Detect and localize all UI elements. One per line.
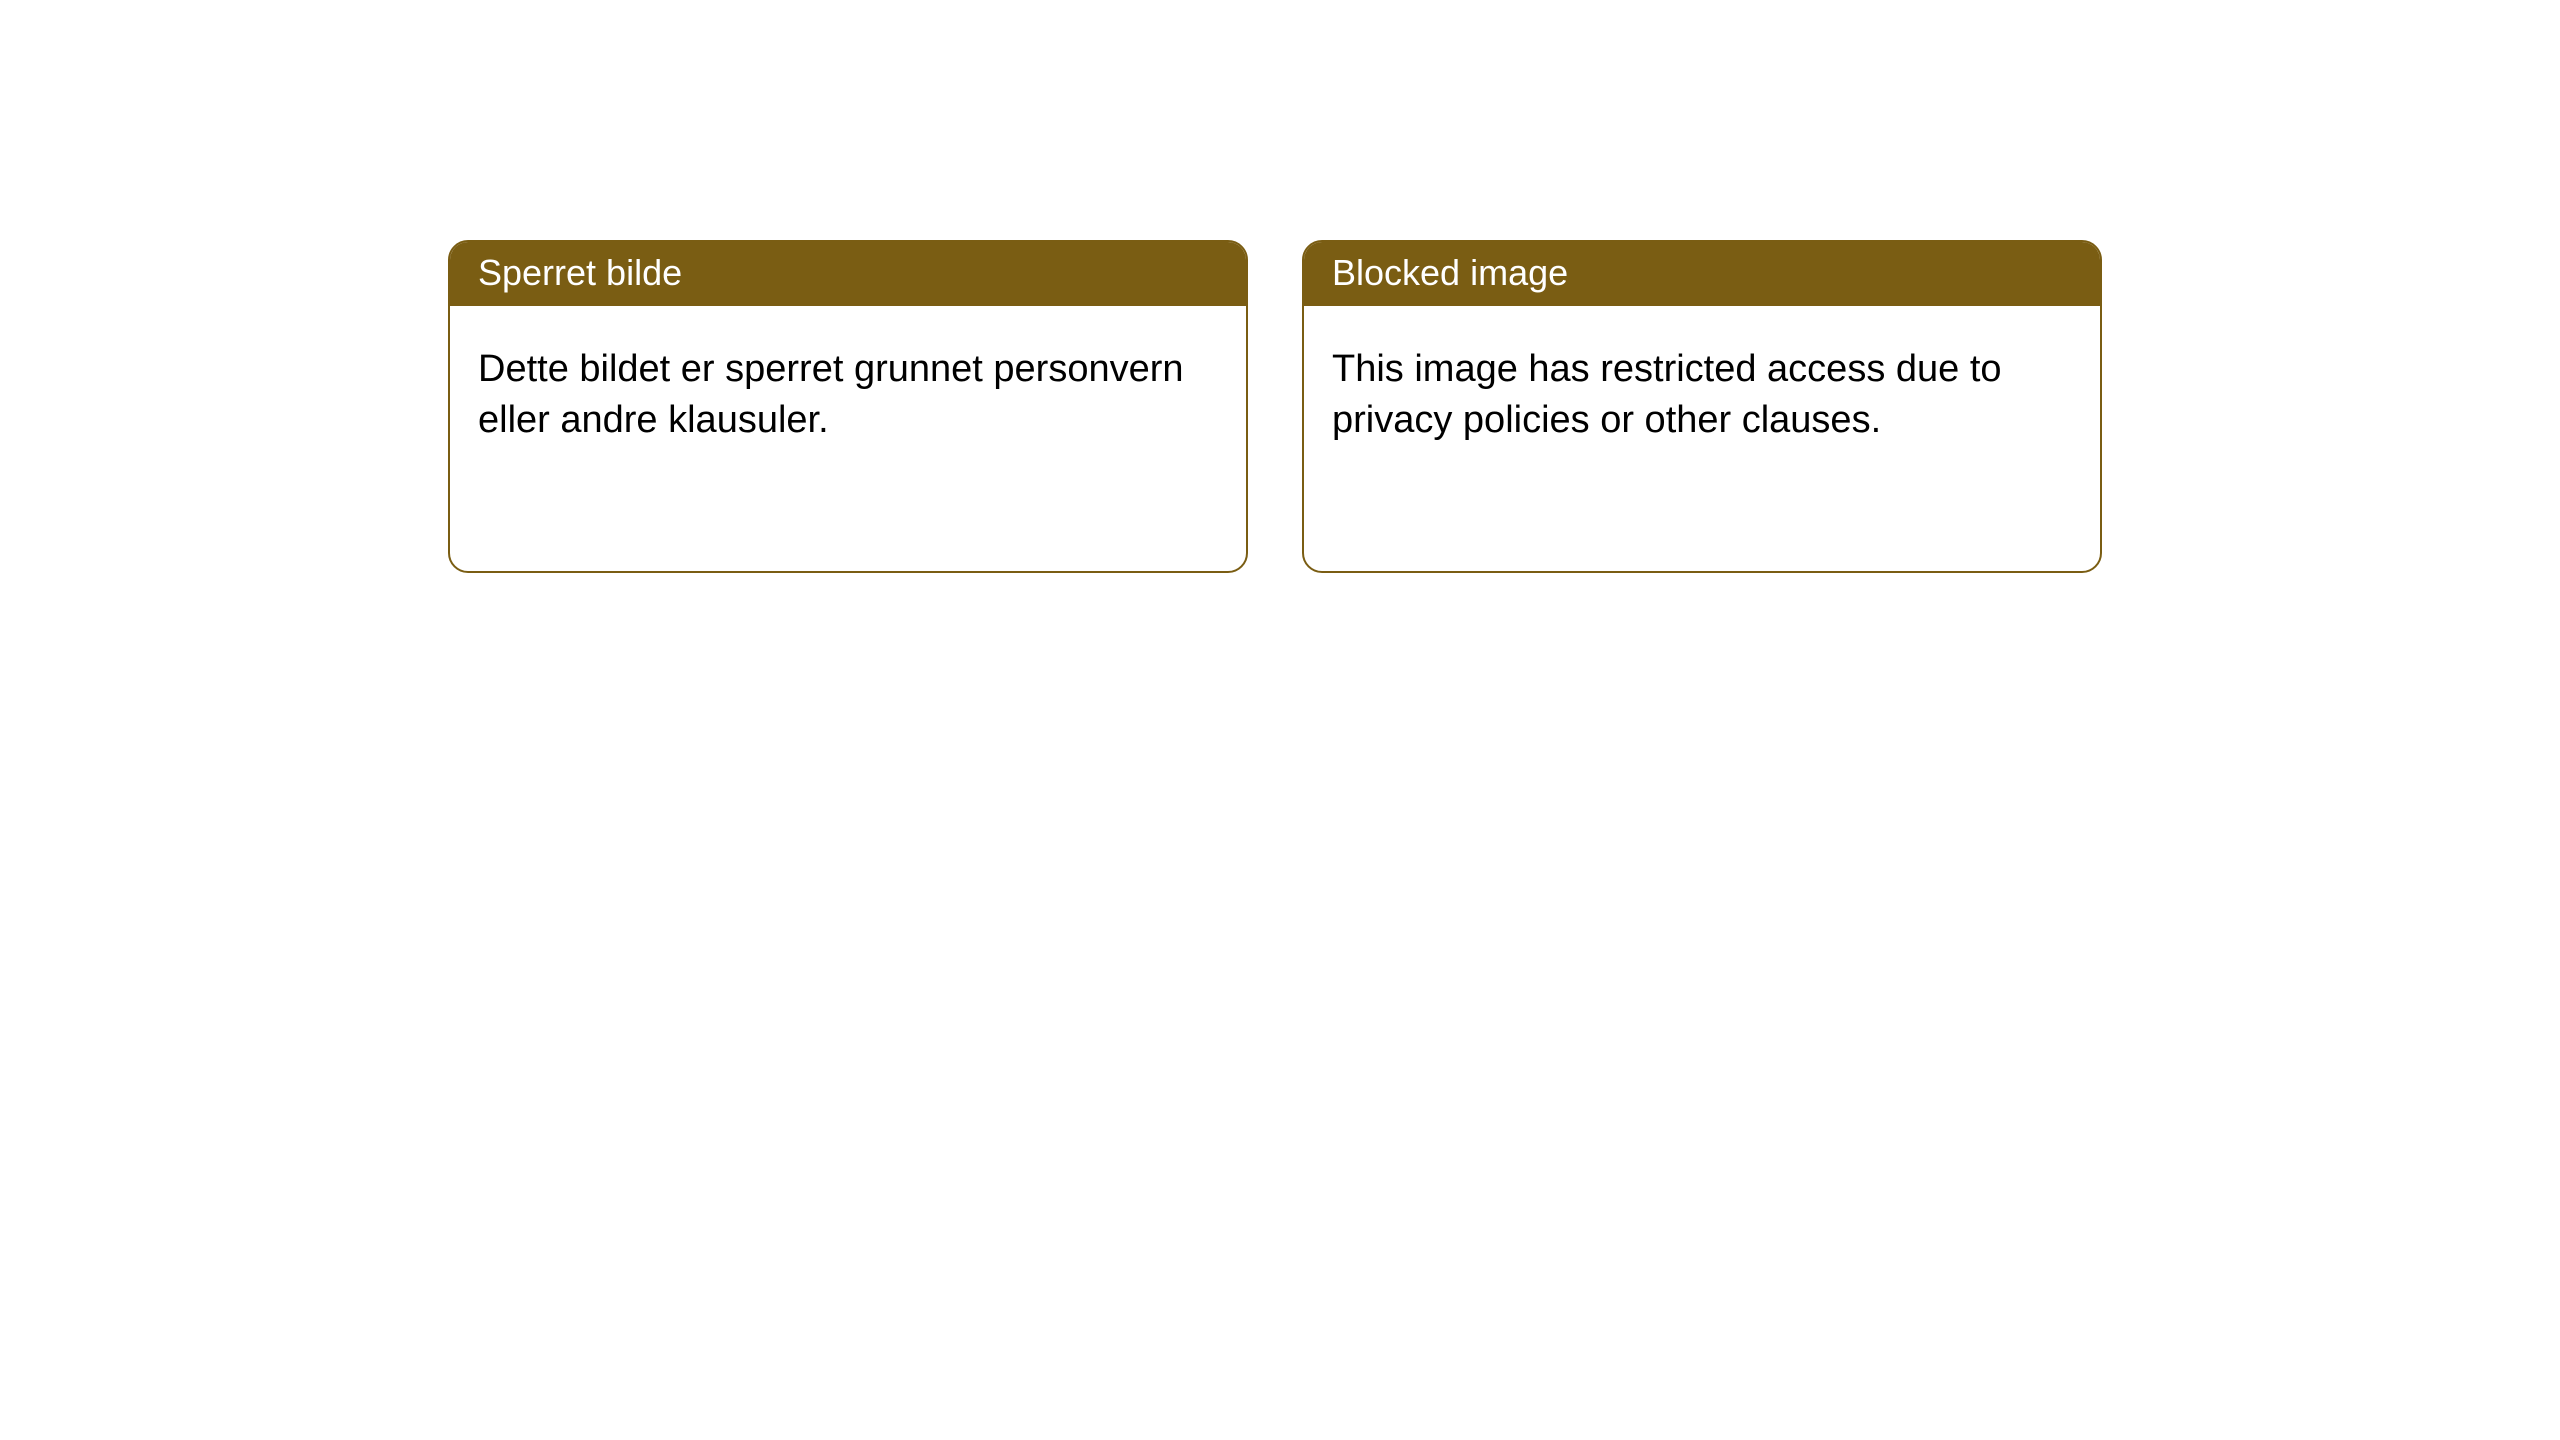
notice-title: Sperret bilde [450, 242, 1246, 306]
notice-card-norwegian: Sperret bilde Dette bildet er sperret gr… [448, 240, 1248, 573]
notice-body: This image has restricted access due to … [1304, 306, 2100, 485]
notice-title: Blocked image [1304, 242, 2100, 306]
notice-card-english: Blocked image This image has restricted … [1302, 240, 2102, 573]
notice-body: Dette bildet er sperret grunnet personve… [450, 306, 1246, 485]
notice-container: Sperret bilde Dette bildet er sperret gr… [0, 0, 2560, 573]
